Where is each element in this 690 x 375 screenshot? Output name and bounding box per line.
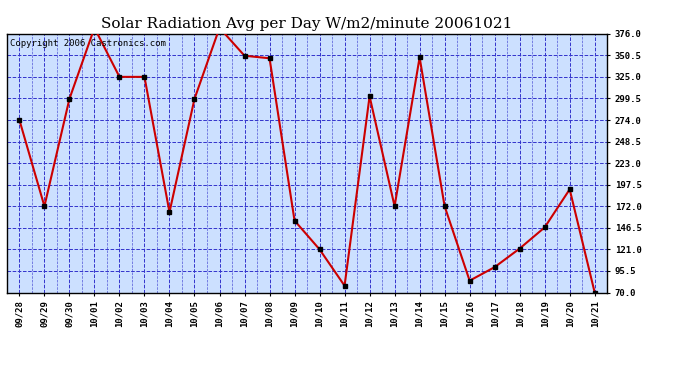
Text: Copyright 2006 Castronics.com: Copyright 2006 Castronics.com bbox=[10, 39, 166, 48]
Title: Solar Radiation Avg per Day W/m2/minute 20061021: Solar Radiation Avg per Day W/m2/minute … bbox=[101, 17, 513, 31]
